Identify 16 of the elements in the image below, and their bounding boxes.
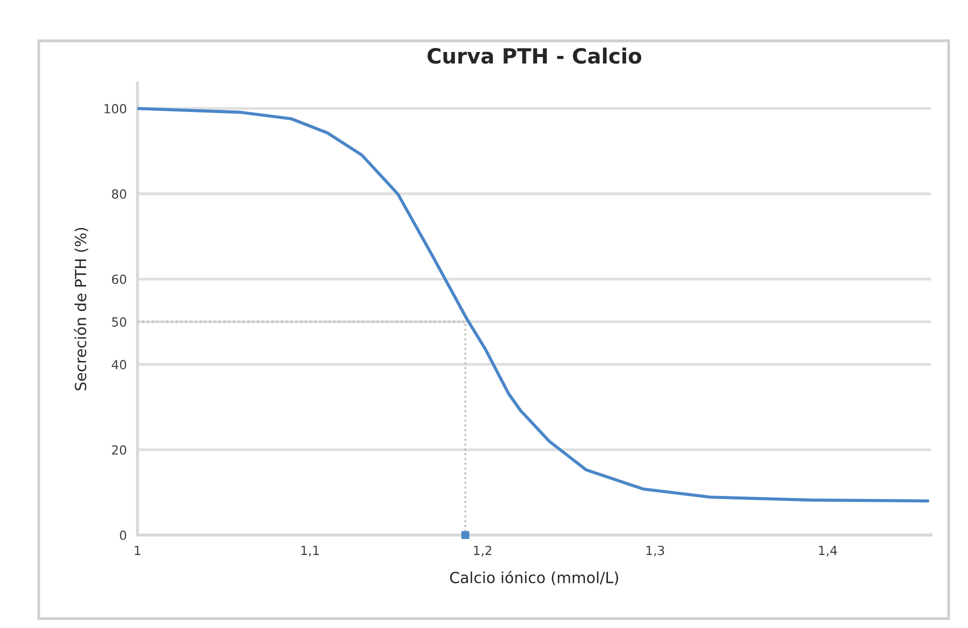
y-tick-label: 40 — [112, 360, 126, 370]
x-tick-label: 1,4 — [819, 546, 837, 556]
y-tick-label: 0 — [120, 530, 126, 540]
x-axis-title: Calcio iónico (mmol/L) — [450, 570, 618, 586]
x-tick-label: 1,3 — [646, 546, 664, 556]
x-tick-label: 1 — [134, 546, 140, 555]
y-tick-label: 20 — [112, 445, 126, 455]
y-tick-label: 100 — [104, 104, 126, 114]
line-series — [137, 106, 930, 502]
y-axis-title: Secreción de PTH (%) — [74, 228, 88, 390]
y-tick-label: 60 — [112, 274, 126, 284]
x-tick-label: 1,1 — [301, 546, 319, 556]
x-tick-label: 1,2 — [474, 546, 492, 556]
chart-title: Curva PTH - Calcio — [428, 48, 642, 64]
y-tick-label: 80 — [112, 189, 126, 199]
y-tick-label: 50 — [112, 317, 126, 327]
